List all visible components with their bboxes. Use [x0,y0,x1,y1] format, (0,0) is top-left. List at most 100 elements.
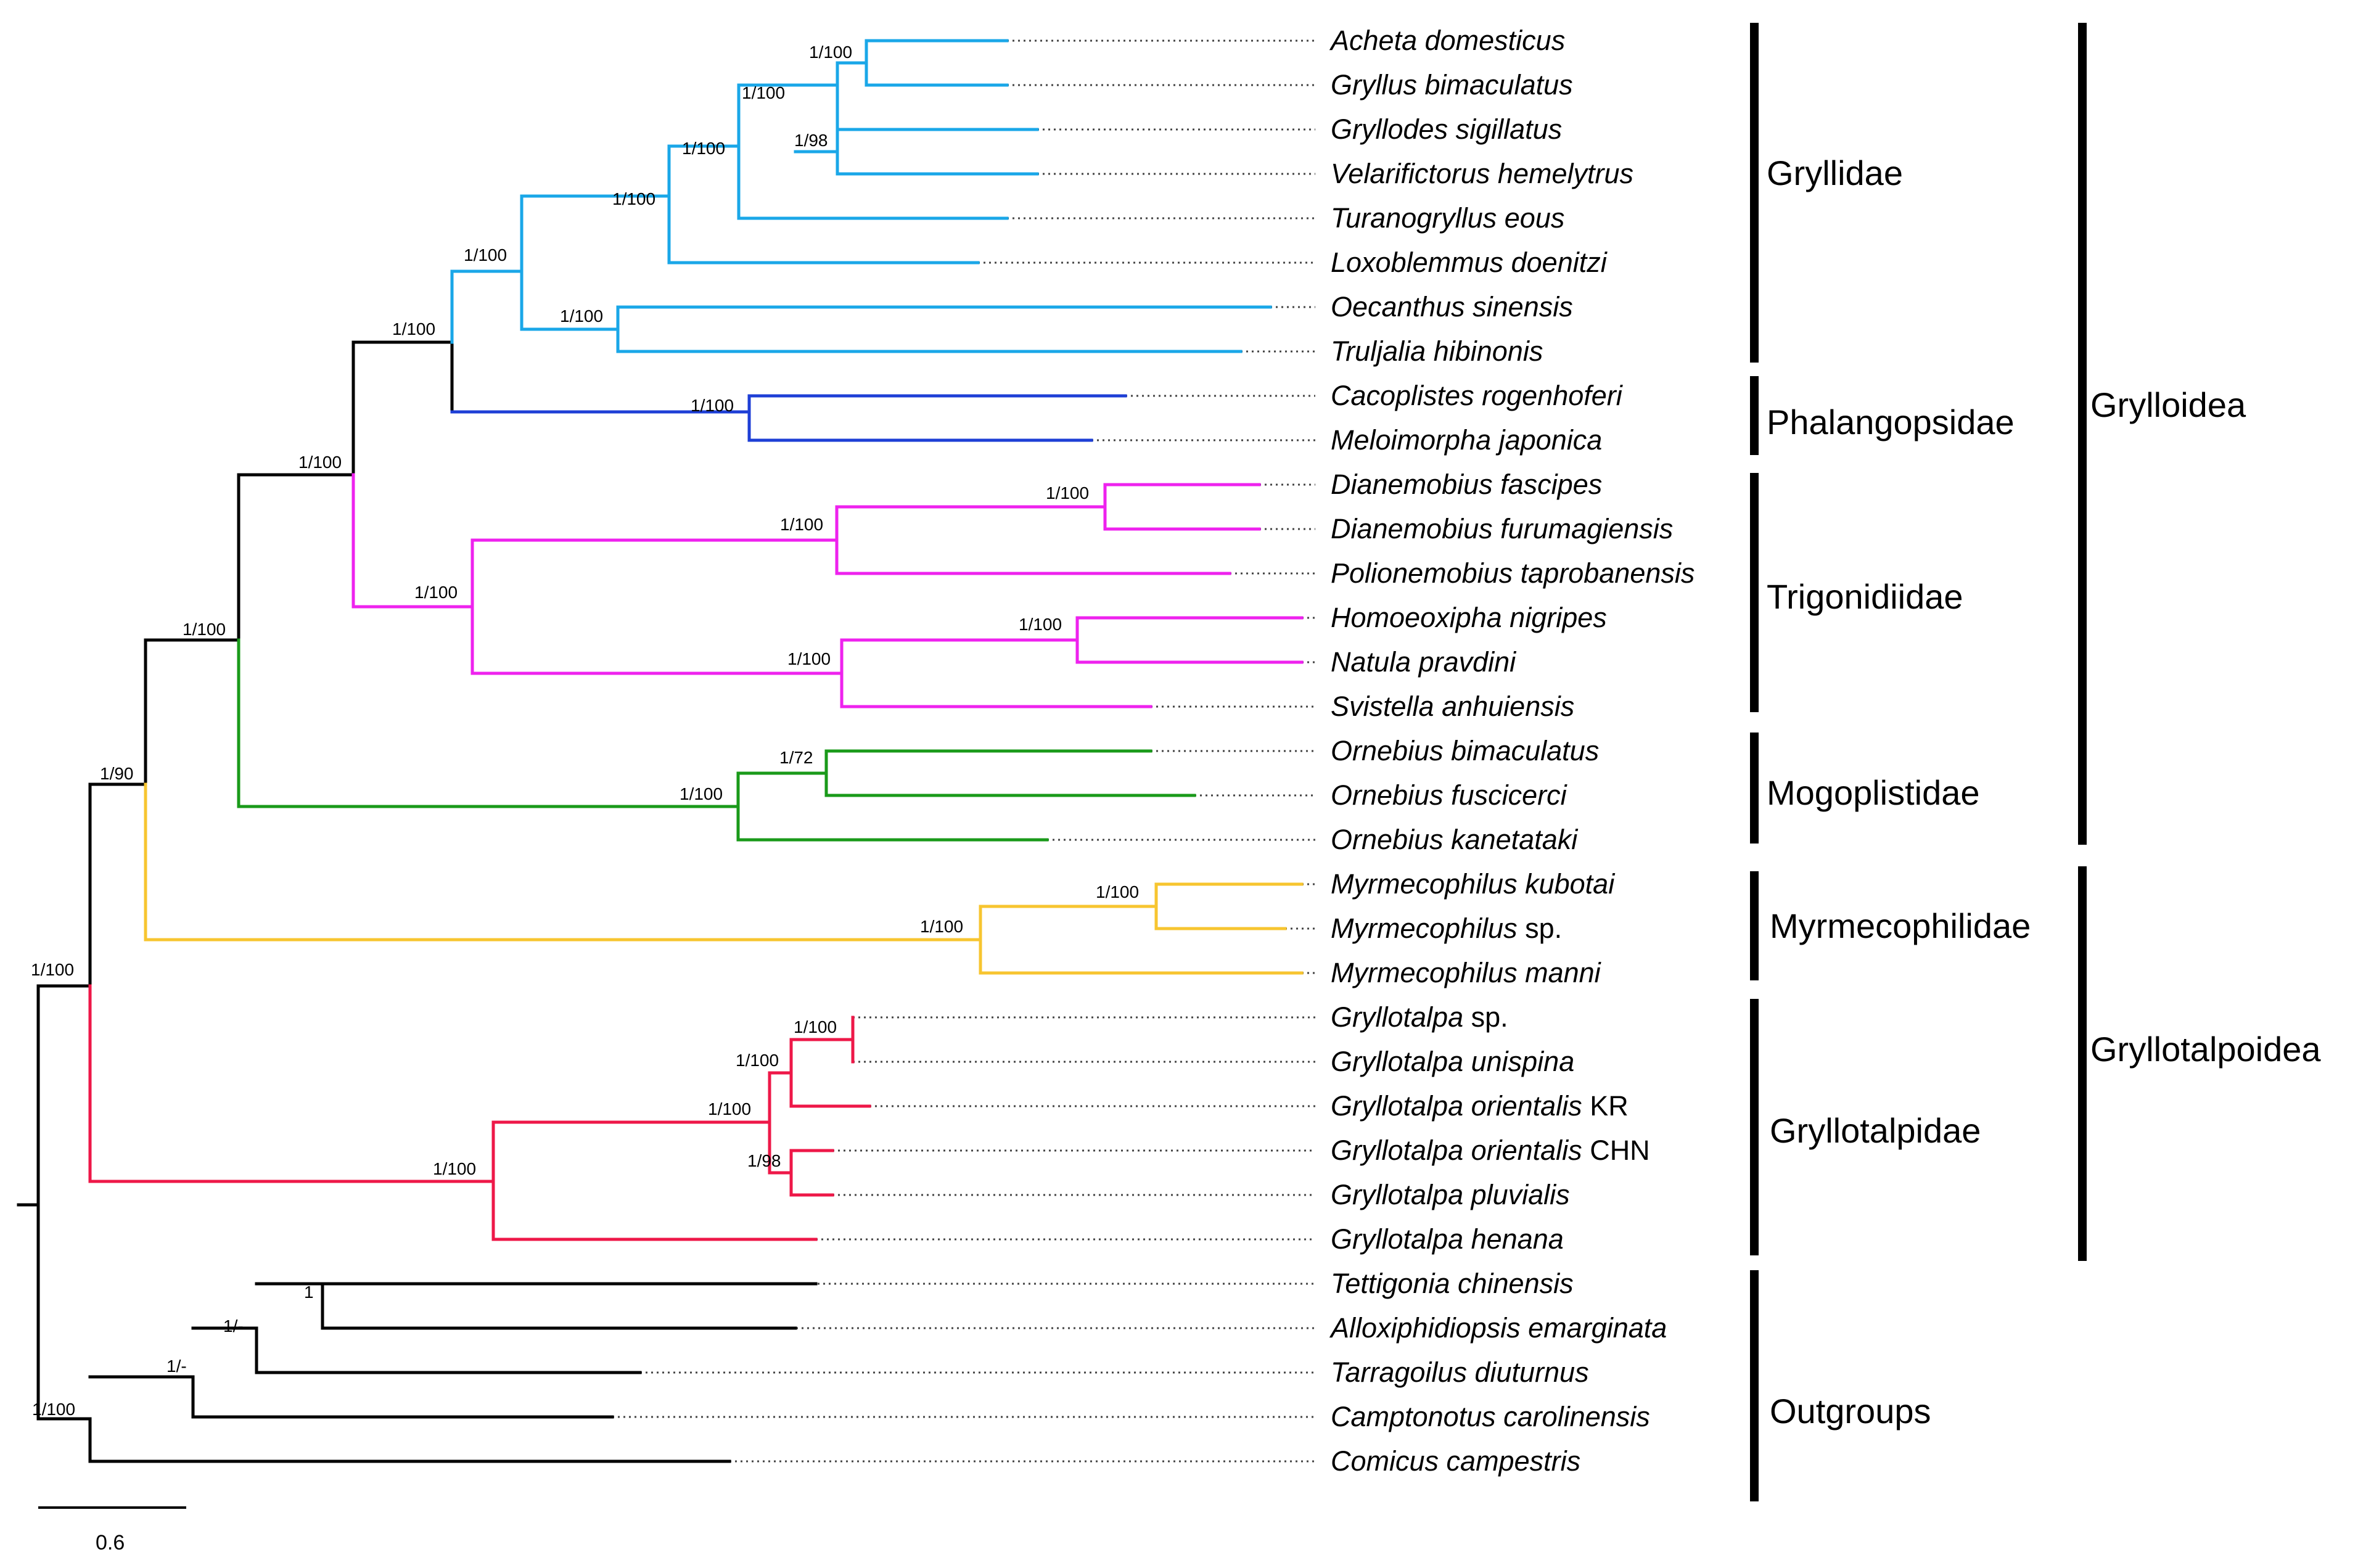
support-label: 1/100 [31,960,74,979]
family-label-trigonidiidae: Trigonidiidae [1767,577,1963,616]
support-label: 1/100 [682,139,725,158]
taxon-name: Gryllotalpa orientalis [1331,1090,1582,1122]
taxon-name: Homoeoxipha nigripes [1331,602,1607,633]
taxon-label: Gryllotalpa unispina [1331,1046,1574,1077]
support-label: 1/100 [920,917,963,936]
taxon-label: Gryllotalpa sp. [1331,1001,1508,1033]
support-label: 1/100 [1019,615,1062,634]
backbone-branches [17,340,818,1463]
taxon-label: Polionemobius taprobanensis [1331,557,1695,589]
taxon-label: Myrmecophilus sp. [1331,913,1562,944]
support-label: 1/100 [298,453,342,472]
taxon-label: Alloxiphidiopsis emarginata [1329,1312,1667,1344]
taxon-label: Svistella anhuiensis [1331,691,1574,722]
phalangopsidae-branches [450,394,1127,442]
taxon-label: Loxoblemmus doenitzi [1331,247,1608,278]
taxon-label: Ornebius kanetataki [1331,824,1579,855]
taxon-label: Cacoplistes rogenhoferi [1331,380,1624,411]
taxon-name: Gryllotalpa pluvialis [1331,1179,1570,1210]
taxon-name: Myrmecophilus kubotai [1331,868,1616,900]
taxon-name: Natula pravdini [1331,646,1517,678]
taxon-name: Oecanthus sinensis [1331,291,1573,322]
support-label: 1/100 [392,319,435,339]
taxon-label: Oecanthus sinensis [1331,291,1573,322]
taxon-label: Truljalia hibinonis [1331,335,1543,367]
taxon-name: Loxoblemmus doenitzi [1331,247,1608,278]
taxon-label: Camptonotus carolinensis [1331,1401,1650,1432]
support-label: 1/100 [1096,882,1139,901]
taxon-name: Ornebius kanetataki [1331,824,1579,855]
taxon-name: Velarifictorus hemelytrus [1331,158,1633,189]
taxon-name: Dianemobius furumagiensis [1331,513,1673,544]
trigonidiidae-branches [351,473,1304,708]
taxon-label: Ornebius bimaculatus [1331,735,1599,766]
taxon-label: Comicus campestris [1331,1445,1580,1477]
taxon-label: Dianemobius furumagiensis [1331,513,1673,544]
taxon-name: Myrmecophilus [1331,913,1518,944]
taxon-label: Myrmecophilus manni [1331,957,1602,988]
family-labels: Gryllidae Phalangopsidae Trigonidiidae M… [1767,154,2321,1430]
taxon-label: Tettigonia chinensis [1331,1268,1574,1299]
family-label-phalangopsidae: Phalangopsidae [1767,403,2015,441]
taxon-name: Svistella anhuiensis [1331,691,1574,722]
taxon-name: Gryllotalpa henana [1331,1223,1564,1255]
taxon-name: Acheta domesticus [1329,25,1565,56]
taxon-name: Turanogryllus eous [1331,202,1564,234]
taxon-suffix: CHN [1582,1135,1650,1166]
taxon-label: Homoeoxipha nigripes [1331,602,1607,633]
taxon-name: Gryllotalpa [1331,1001,1463,1033]
support-label: 1/100 [736,1051,779,1070]
support-values: 1/100 1/100 1/98 1/100 1/100 1/100 1/100… [31,43,1139,1419]
taxon-name: Alloxiphidiopsis emarginata [1329,1312,1667,1344]
support-label: 1/100 [32,1400,75,1419]
gryllidae-branches [450,39,1272,353]
myrmecophilidae-branches [144,782,1304,975]
support-label: 1/100 [780,515,823,534]
taxon-name: Truljalia hibinonis [1331,335,1543,367]
mogoplistidae-branches [237,638,1196,842]
taxon-label: Gryllus bimaculatus [1331,69,1573,101]
taxon-label: Gryllotalpa orientalis KR [1331,1090,1629,1122]
superfamily-label-grylloidea: Grylloidea [2090,385,2246,424]
taxon-name: Gryllotalpa orientalis [1331,1135,1582,1166]
taxon-name: Dianemobius fascipes [1331,469,1602,500]
taxon-label: Acheta domesticus [1329,25,1565,56]
support-label: 1/100 [433,1159,476,1178]
taxon-label: Dianemobius fascipes [1331,469,1602,500]
support-label: 1/100 [787,649,831,668]
taxon-label: Gryllotalpa orientalis CHN [1331,1135,1650,1166]
support-label: 1/90 [100,764,134,783]
taxon-label: Natula pravdini [1331,646,1517,678]
gryllotalpidae-branches [88,984,871,1241]
support-label: 1/100 [464,245,507,265]
taxon-name: Polionemobius taprobanensis [1331,557,1695,589]
taxon-name: Camptonotus carolinensis [1331,1401,1650,1432]
family-label-outgroups: Outgroups [1770,1392,1931,1430]
support-label: 1/72 [779,748,813,767]
taxon-labels: Acheta domesticus Gryllus bimaculatus Gryl… [1329,25,1695,1477]
support-label: 1/100 [794,1017,837,1036]
taxon-name: Gryllodes sigillatus [1331,113,1562,145]
scale-bar-label: 0.6 [96,1531,125,1554]
support-label: 1/100 [183,620,226,639]
support-label: 1/100 [809,43,852,62]
taxon-name: Gryllotalpa unispina [1331,1046,1574,1077]
taxon-name: Meloimorpha japonica [1331,424,1602,456]
family-label-gryllidae: Gryllidae [1767,154,1903,192]
leader-lines [612,39,1315,1463]
support-label: 1/98 [747,1151,781,1170]
taxon-name: Myrmecophilus manni [1331,957,1602,988]
taxon-name: Cacoplistes rogenhoferi [1331,380,1624,411]
taxon-label: Gryllodes sigillatus [1331,113,1562,145]
taxon-label: Tarragoilus diuturnus [1331,1357,1589,1388]
taxon-label: Turanogryllus eous [1331,202,1564,234]
support-label: 1/- [223,1316,244,1336]
taxon-name: Ornebius bimaculatus [1331,735,1599,766]
taxon-label: Gryllotalpa henana [1331,1223,1564,1255]
taxon-label: Myrmecophilus kubotai [1331,868,1616,900]
scale-bar: 0.6 [38,1506,186,1554]
taxon-label: Ornebius fuscicerci [1331,779,1568,811]
taxon-name: Ornebius fuscicerci [1331,779,1568,811]
family-label-gryllotalpidae: Gryllotalpidae [1770,1111,1981,1150]
